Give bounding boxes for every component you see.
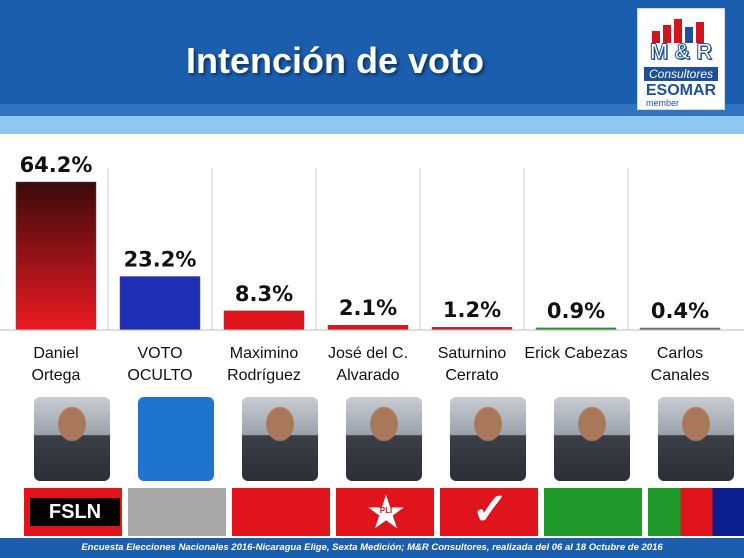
category-label: Carlos Canales xyxy=(628,343,732,387)
logo-esomar-text: ESOMAR xyxy=(645,82,717,99)
category-label-line1: Erick Cabezas xyxy=(524,345,628,362)
erick-cabezas-photo xyxy=(554,397,630,481)
person-head-icon xyxy=(58,407,86,441)
category-label-line2: OCULTO xyxy=(127,367,193,384)
category-label-line1: VOTO xyxy=(137,345,183,362)
blank-blue-tile xyxy=(138,397,214,481)
category-label-line2: Cerrato xyxy=(445,367,499,384)
category-label-line2: Ortega xyxy=(31,367,81,384)
data-label-4: 1.2% xyxy=(443,298,501,322)
party-logo-2 xyxy=(232,488,330,536)
daniel-ortega-photo xyxy=(34,397,110,481)
party-logo-4: ✓ xyxy=(440,485,538,536)
party-logo-5 xyxy=(544,488,642,536)
logo-member-text: member xyxy=(646,98,680,108)
category-label: José del C. Alvarado xyxy=(316,343,420,387)
party-logo-0: FSLN xyxy=(24,488,122,536)
person-head-icon xyxy=(682,407,710,441)
maximino-rodriguez-photo xyxy=(242,397,318,481)
person-head-icon xyxy=(578,407,606,441)
pli-star-icon: ★ xyxy=(365,486,407,538)
logo-bars-icon xyxy=(652,19,704,43)
header-stripe-light xyxy=(0,116,744,134)
saturnino-cerrato-photo xyxy=(450,397,526,481)
category-label-line2: Rodríguez xyxy=(227,367,301,384)
bar-0 xyxy=(15,181,97,331)
category-label: VOTO OCULTO xyxy=(108,343,212,387)
category-label-line2: Canales xyxy=(650,367,710,384)
category-label-line1: José del C. xyxy=(327,345,409,362)
checkmark-icon: ✓ xyxy=(471,485,509,534)
category-label: Daniel Ortega xyxy=(4,343,108,387)
data-label-0: 64.2% xyxy=(20,153,93,177)
person-head-icon xyxy=(474,407,502,441)
person-head-icon xyxy=(370,407,398,441)
category-label-line1: Maximino xyxy=(229,345,299,362)
fsln-wordmark: FSLN xyxy=(30,498,120,526)
logo-consultores-text: Consultores xyxy=(644,67,718,81)
data-label-6: 0.4% xyxy=(651,299,709,323)
person-head-icon xyxy=(266,407,294,441)
data-label-1: 23.2% xyxy=(124,248,197,272)
pli-text: PLI xyxy=(379,506,393,515)
mr-consultores-logo: M & R Consultores ESOMAR member xyxy=(637,8,725,110)
bar-2 xyxy=(223,310,305,331)
category-label-line1: Daniel xyxy=(33,345,79,362)
category-label-line2: Alvarado xyxy=(336,367,400,384)
bar-3 xyxy=(327,324,409,331)
header-band xyxy=(0,0,744,104)
data-label-2: 8.3% xyxy=(235,282,293,306)
data-label-3: 2.1% xyxy=(339,296,397,320)
footer-source-note: Encuesta Elecciones Nacionales 2016-Nica… xyxy=(0,538,744,558)
category-label-line1: Carlos xyxy=(656,345,704,362)
party-logo-6 xyxy=(648,488,744,536)
header-stripe xyxy=(0,104,744,116)
party-logo-1 xyxy=(128,488,226,536)
party-logo-3: ★ PLI xyxy=(336,488,434,536)
data-label-5: 0.9% xyxy=(547,299,605,323)
category-label: Erick Cabezas xyxy=(524,343,628,365)
logo-mr-text: M & R xyxy=(649,39,713,65)
category-label: Saturnino Cerrato xyxy=(420,343,524,387)
category-label: Maximino Rodríguez xyxy=(212,343,316,387)
bar-1 xyxy=(119,276,201,331)
jose-alvarado-photo xyxy=(346,397,422,481)
carlos-canales-photo xyxy=(658,397,734,481)
vote-intention-chart: 64.2% 23.2% 8.3% 2.1% 1.2% 0.9% 0.4% xyxy=(0,153,744,331)
category-label-line1: Saturnino xyxy=(437,345,507,362)
page-title: Intención de voto xyxy=(186,40,485,81)
